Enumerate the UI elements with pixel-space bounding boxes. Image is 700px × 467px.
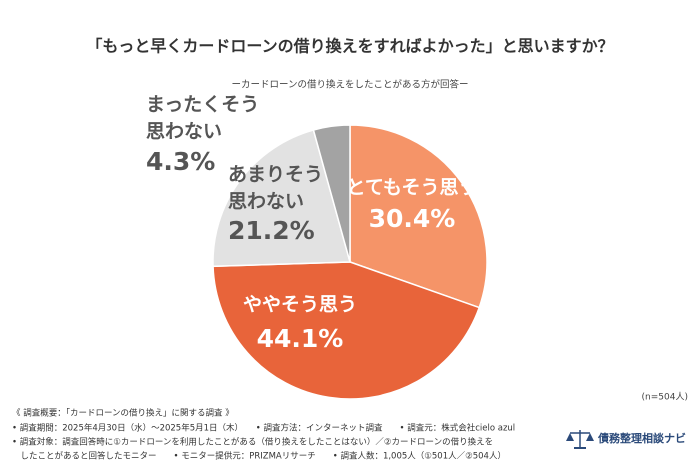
brand-logo (566, 430, 594, 449)
pie-slice (212, 129, 351, 268)
pie-slice (349, 124, 488, 309)
slice-label: 思わない (146, 121, 222, 143)
slice-label: ややそう思う (243, 294, 357, 316)
note: • 調査期間：2025年4月30日（水）～2025年5月1日（木） • 調査方法… (12, 423, 515, 434)
chart-title: 「もっと早くカードローンの借り換えをすればよかった」と思いますか？ (86, 37, 613, 56)
pie-slice (312, 124, 351, 263)
pie-slice (212, 261, 481, 400)
value-label: 4.3% (146, 147, 215, 176)
value-label: 30.4% (369, 204, 456, 233)
slice-label: とてもそう思う (346, 177, 477, 199)
note: • 調査対象：調査回答時に①カードローンを利用したことがある（借り換えをしたこと… (12, 437, 493, 448)
slice-label: 思わない (228, 191, 304, 213)
brand-name: 債務整理相談ナビ (597, 431, 686, 445)
value-label: 44.1% (257, 324, 344, 353)
sample-note: (n=504人) (642, 392, 688, 403)
chart-subtitle: ーカードローンの借り換えをしたことがある方が回答ー (231, 79, 468, 91)
value-label: 21.2% (228, 216, 315, 245)
slice-label: まったくそう (146, 94, 259, 116)
slice-label: あまりそう (228, 164, 323, 186)
note: したことがあると回答したモニター • モニター提供元：PRIZMAリサーチ • … (12, 451, 506, 462)
note: 《 調査概要：「カードローンの借り換え」に関する調査 》 (12, 408, 234, 419)
